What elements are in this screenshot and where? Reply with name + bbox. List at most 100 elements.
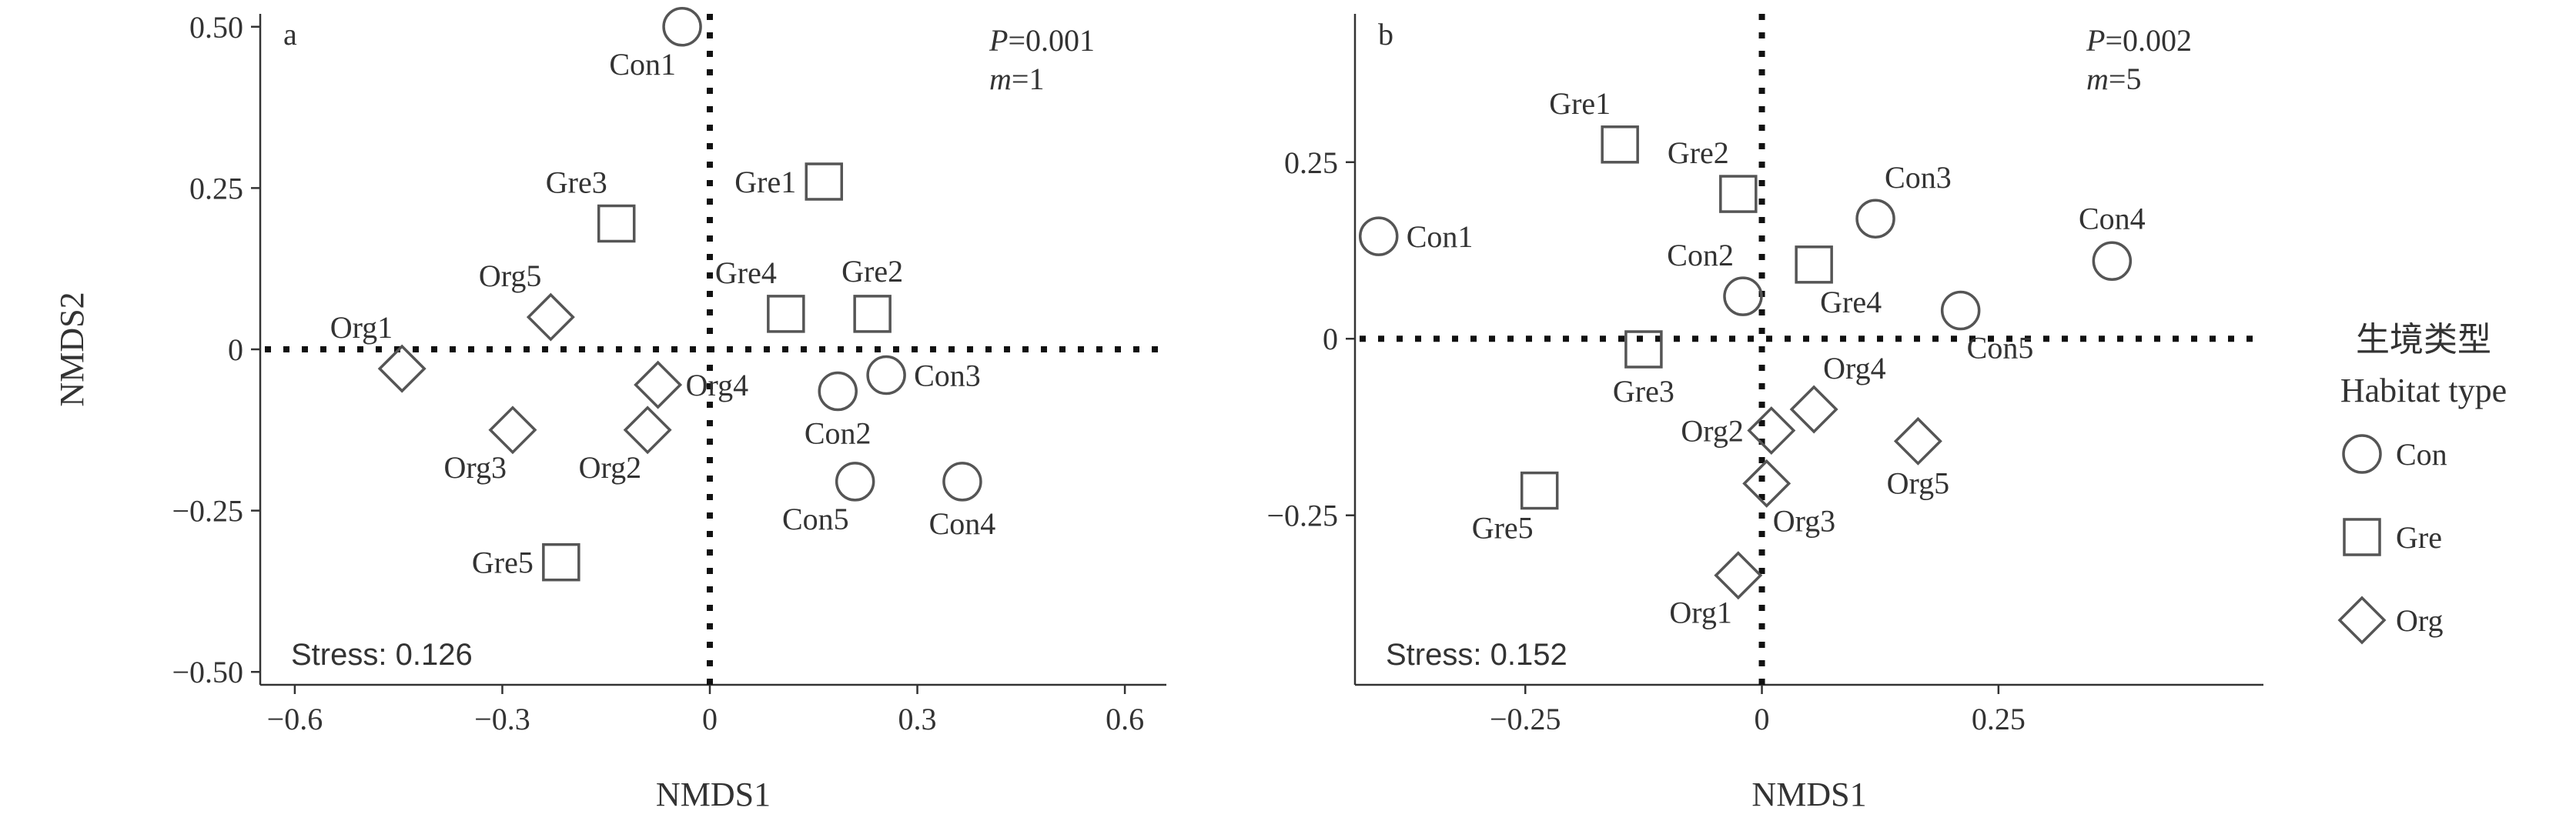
y-tick-label: 0.25 <box>1284 145 1338 180</box>
panel-a-plot: −0.6 −0.3 0 0.3 0.6 0.50 0.25 0 −0.25 −0.50 NMDS1 N… <box>53 7 1166 813</box>
point-marker-diamond <box>1789 385 1838 434</box>
point-label: Gre3 <box>1613 374 1674 409</box>
data-point: Con3 <box>1855 160 1952 239</box>
legend-item: Org <box>2337 596 2443 645</box>
point-label: Org5 <box>1887 466 1949 500</box>
data-point: Con3 <box>866 355 981 395</box>
x-tick-label: 0.3 <box>898 702 937 736</box>
point-label: Gre4 <box>1820 285 1882 319</box>
point-marker-square <box>805 162 844 201</box>
point-marker-diamond <box>488 405 537 455</box>
data-point: Con2 <box>805 371 871 451</box>
stress-value: Stress: 0.152 <box>1386 638 1567 672</box>
data-point: Org3 <box>1742 459 1835 538</box>
habitat-legend: 生境类型 Habitat type Con Gre Org <box>2337 321 2507 645</box>
data-point: Con1 <box>1358 216 1474 256</box>
point-label: Org5 <box>479 259 541 293</box>
point-marker-circle <box>942 462 982 502</box>
data-point: Con4 <box>2079 201 2146 282</box>
data-point: Gre1 <box>734 162 844 201</box>
data-point: Org5 <box>479 259 575 342</box>
point-marker-diamond <box>1714 551 1763 600</box>
legend-item-label: Gre <box>2396 520 2442 555</box>
point-label: Gre2 <box>1668 135 1729 170</box>
point-label: Con5 <box>782 502 849 536</box>
y-tick-label: −0.50 <box>172 655 243 689</box>
point-marker-square <box>597 204 636 243</box>
point-marker-square <box>853 295 892 333</box>
point-marker-diamond <box>377 344 427 393</box>
legend-title-en: Habitat type <box>2340 372 2507 409</box>
point-label: Org2 <box>1681 414 1743 449</box>
data-point: Gre2 <box>841 254 903 333</box>
point-marker-circle <box>1723 276 1763 316</box>
data-point: Org3 <box>443 405 537 485</box>
legend-marker-circle <box>2342 434 2382 474</box>
stat-m: m=5 <box>2086 62 2141 96</box>
legend-item: Con <box>2342 434 2447 474</box>
x-axis-title: NMDS1 <box>1751 776 1866 813</box>
point-label: Con5 <box>1967 331 2034 365</box>
point-label: Org1 <box>1669 596 1731 630</box>
point-marker-diamond <box>1742 459 1791 508</box>
point-marker-circle <box>835 462 875 502</box>
point-label: Gre2 <box>841 254 903 289</box>
data-point: Con4 <box>929 462 995 541</box>
y-tick-label: 0 <box>1323 322 1338 356</box>
point-marker-diamond <box>623 405 672 455</box>
data-point: Gre4 <box>715 255 805 333</box>
point-label: Gre1 <box>1549 86 1611 121</box>
point-marker-circle <box>818 371 858 412</box>
point-label: Org1 <box>330 310 393 345</box>
legend-item-label: Con <box>2396 437 2447 472</box>
point-marker-square <box>767 295 805 333</box>
point-label: Org4 <box>686 368 748 402</box>
stat-p-value: =0.002 <box>2105 23 2192 58</box>
stats-annotation: P=0.002 m=5 <box>2086 23 2192 96</box>
point-label: Org4 <box>1823 351 1885 385</box>
point-marker-circle <box>662 7 702 47</box>
y-tick-label: 0 <box>228 332 243 367</box>
point-marker-square <box>1719 175 1758 213</box>
stat-p-value: =0.001 <box>1008 23 1095 58</box>
point-marker-circle <box>866 355 906 395</box>
stat-m-value: =5 <box>2109 62 2142 96</box>
point-label: Gre5 <box>1472 511 1534 546</box>
stat-p: P=0.002 <box>2086 23 2192 58</box>
point-label: Con2 <box>805 416 871 451</box>
point-label: Con3 <box>1885 160 1952 195</box>
data-point: Org4 <box>634 360 748 409</box>
point-label: Gre4 <box>715 255 777 290</box>
data-point: Gre3 <box>1613 330 1674 409</box>
point-label: Con1 <box>1407 219 1474 254</box>
y-tick-label: −0.25 <box>1266 499 1338 533</box>
x-tick-label: −0.25 <box>1490 702 1561 736</box>
data-point: Gre5 <box>472 542 580 582</box>
point-label: Org3 <box>1773 503 1835 538</box>
x-tick-label: −0.6 <box>267 702 323 736</box>
point-marker-diamond <box>634 360 683 409</box>
y-axis-title: NMDS2 <box>53 292 91 406</box>
stat-m-value: =1 <box>1012 62 1045 96</box>
point-marker-square <box>1795 245 1833 284</box>
stat-m-symbol: m <box>2086 62 2109 96</box>
point-label: Con2 <box>1667 238 1734 272</box>
data-point: Con5 <box>1940 290 2034 365</box>
point-marker-square <box>1624 330 1663 369</box>
x-tick-label: 0.25 <box>1972 702 2026 736</box>
x-tick-label: 0 <box>702 702 718 736</box>
point-marker-circle <box>1940 290 1981 331</box>
point-marker-diamond <box>526 292 575 342</box>
data-point: Con2 <box>1667 238 1763 316</box>
point-label: Gre1 <box>734 165 796 199</box>
point-label: Org2 <box>579 450 641 485</box>
point-label: Org3 <box>443 450 506 485</box>
x-tick-label: 0 <box>1755 702 1770 736</box>
data-point: Gre5 <box>1472 471 1559 546</box>
data-point: Org2 <box>579 405 672 485</box>
legend-item-label: Org <box>2396 603 2443 638</box>
point-label: Con4 <box>2079 201 2146 235</box>
point-label: Gre5 <box>472 546 534 580</box>
panel-b-plot: −0.25 0 0.25 0.25 0 −0.25 NMDS1 b P=0.002 m=5 Stre… <box>1266 14 2263 813</box>
